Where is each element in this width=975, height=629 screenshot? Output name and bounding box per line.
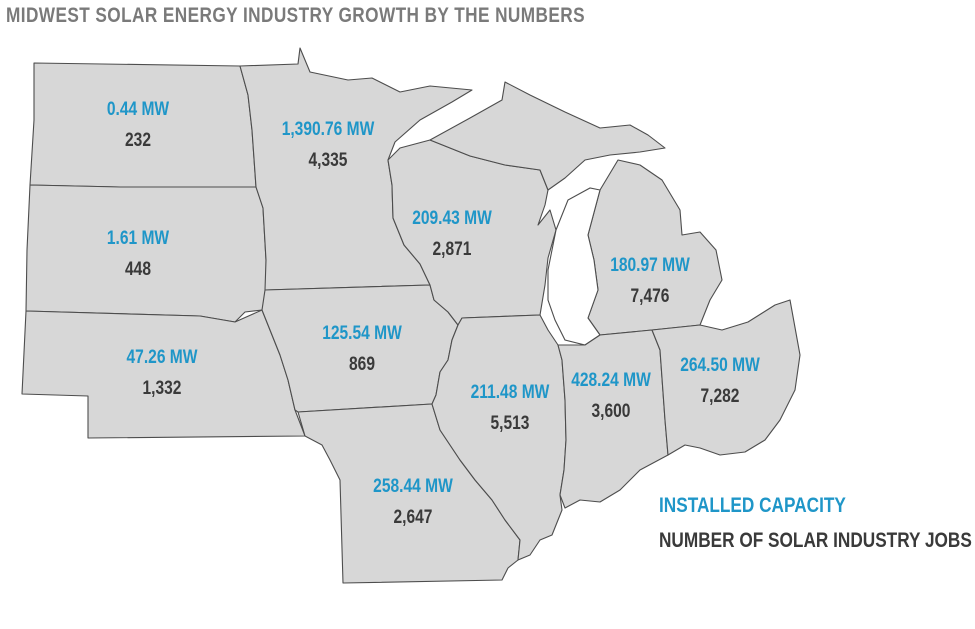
- state-south-dakota[interactable]: [25, 184, 267, 323]
- state-iowa[interactable]: [261, 284, 459, 413]
- state-michigan-upper[interactable]: [429, 81, 666, 191]
- state-indiana[interactable]: [557, 329, 669, 509]
- capacity-label-indiana: 428.24 MW: [571, 369, 651, 391]
- legend-solar-jobs: NUMBER OF SOLAR INDUSTRY JOBS: [659, 529, 972, 552]
- capacity-label-north-dakota: 0.44 MW: [107, 98, 170, 120]
- capacity-label-michigan: 180.97 MW: [610, 254, 690, 276]
- jobs-label-ohio: 7,282: [701, 385, 740, 407]
- capacity-label-wisconsin: 209.43 MW: [412, 207, 492, 229]
- capacity-label-missouri: 258.44 MW: [373, 475, 453, 497]
- map-title: MIDWEST SOLAR ENERGY INDUSTRY GROWTH BY …: [6, 4, 585, 27]
- jobs-label-indiana: 3,600: [592, 400, 631, 422]
- capacity-label-illinois: 211.48 MW: [471, 381, 550, 403]
- capacity-label-south-dakota: 1.61 MW: [107, 227, 170, 249]
- state-michigan-lower[interactable]: [587, 159, 723, 336]
- jobs-label-michigan: 7,476: [631, 285, 670, 307]
- jobs-label-minnesota: 4,335: [309, 149, 348, 171]
- jobs-label-north-dakota: 232: [125, 129, 151, 151]
- capacity-label-iowa: 125.54 MW: [322, 322, 402, 344]
- jobs-label-wisconsin: 2,871: [433, 238, 472, 260]
- jobs-label-south-dakota: 448: [125, 258, 151, 280]
- legend-installed-capacity: INSTALLED CAPACITY: [659, 494, 846, 517]
- jobs-label-iowa: 869: [349, 353, 375, 375]
- state-labels: 0.44 MW 232 1.61 MW 448 47.26 MW 1,332 1,390.7…: [107, 98, 760, 528]
- state-nebraska[interactable]: [21, 309, 306, 439]
- lake-michigan: [547, 187, 601, 346]
- capacity-label-nebraska: 47.26 MW: [127, 346, 198, 368]
- jobs-label-illinois: 5,513: [491, 412, 530, 434]
- jobs-label-missouri: 2,647: [394, 506, 433, 528]
- state-north-dakota[interactable]: [29, 62, 257, 188]
- capacity-label-ohio: 264.50 MW: [680, 354, 760, 376]
- state-ohio[interactable]: [651, 299, 801, 456]
- jobs-label-nebraska: 1,332: [143, 377, 182, 399]
- capacity-label-minnesota: 1,390.76 MW: [282, 118, 375, 140]
